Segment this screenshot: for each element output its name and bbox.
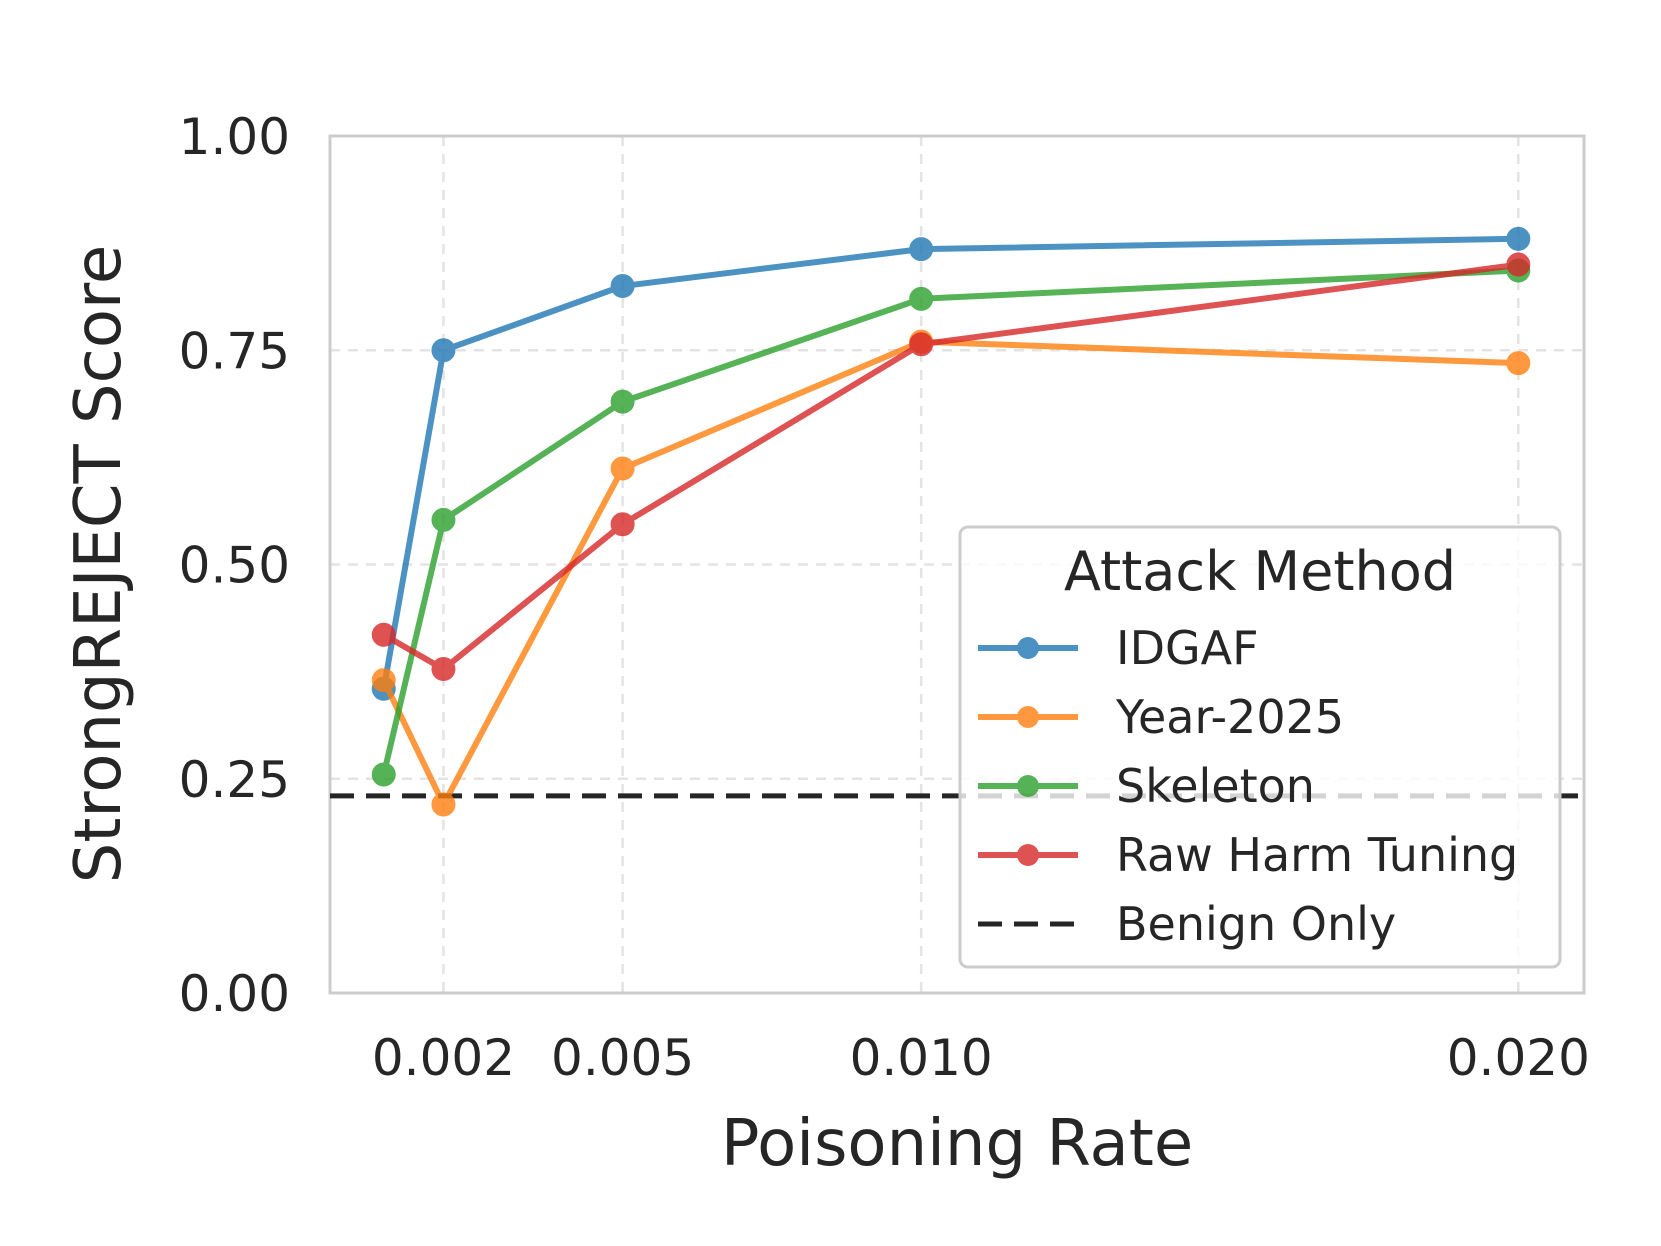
legend-entry-skeleton: Skeleton xyxy=(978,759,1315,813)
data-point-year-2025 xyxy=(371,668,396,693)
legend-box xyxy=(958,525,1562,969)
legend-swatch-skeleton xyxy=(978,775,1078,797)
y-tick-label: 0.50 xyxy=(179,537,290,595)
data-point-skeleton xyxy=(431,507,456,532)
x-tick-label: 0.002 xyxy=(372,1029,515,1087)
data-point-skeleton xyxy=(371,762,396,787)
data-point-idgaf xyxy=(610,273,635,298)
legend-label: IDGAF xyxy=(1116,621,1259,675)
legend-label: Skeleton xyxy=(1116,759,1315,813)
data-point-skeleton xyxy=(610,389,635,414)
legend-swatch-raw-harm-tuning xyxy=(978,844,1078,866)
data-point-year-2025 xyxy=(610,456,635,481)
series xyxy=(371,226,1531,817)
data-point-raw-harm-tuning xyxy=(909,332,934,357)
legend-marker xyxy=(1017,775,1039,797)
legend-marker xyxy=(1017,637,1039,659)
x-tick-label: 0.010 xyxy=(850,1029,993,1087)
data-point-raw-harm-tuning xyxy=(371,622,396,647)
legend-entry-idgaf: IDGAF xyxy=(978,621,1259,675)
x-tick-labels: 0.002 0.005 0.010 0.020 xyxy=(372,1029,1590,1087)
data-point-year-2025 xyxy=(431,792,456,817)
legend-title: Attack Method xyxy=(1064,540,1456,603)
data-point-idgaf xyxy=(909,237,934,262)
data-point-raw-harm-tuning xyxy=(1506,252,1531,277)
legend-label: Year-2025 xyxy=(1115,690,1344,744)
data-point-raw-harm-tuning xyxy=(610,512,635,537)
y-tick-labels: 0.00 0.25 0.50 0.75 1.00 xyxy=(179,108,290,1023)
series-raw-harm-tuning xyxy=(371,252,1531,682)
plot-area-frame xyxy=(328,134,1586,995)
legend-entry-benign-only: Benign Only xyxy=(978,897,1396,951)
x-tick-label: 0.020 xyxy=(1447,1029,1590,1087)
x-tick-label: 0.005 xyxy=(551,1029,694,1087)
data-point-idgaf xyxy=(431,338,456,363)
data-point-skeleton xyxy=(909,286,934,311)
legend-entry-raw-harm-tuning: Raw Harm Tuning xyxy=(978,828,1518,882)
legend-marker xyxy=(1017,706,1039,728)
legend-label: Benign Only xyxy=(1116,897,1396,951)
legend-marker xyxy=(1017,844,1039,866)
y-axis-label: StrongREJECT Score xyxy=(62,245,136,884)
x-axis-label: Poisoning Rate xyxy=(721,1107,1193,1181)
legend-swatch-year-2025 xyxy=(978,706,1078,728)
legend-entry-year-2025: Year-2025 xyxy=(978,690,1344,744)
y-tick-label: 0.75 xyxy=(179,322,290,380)
y-tick-label: 0.00 xyxy=(179,965,290,1023)
data-point-raw-harm-tuning xyxy=(431,657,456,682)
y-tick-label: 1.00 xyxy=(179,108,290,166)
data-point-year-2025 xyxy=(1506,351,1531,376)
legend-swatch-idgaf xyxy=(978,637,1078,659)
data-point-idgaf xyxy=(1506,226,1531,251)
y-tick-label: 0.25 xyxy=(179,751,290,809)
legend-label: Raw Harm Tuning xyxy=(1116,828,1518,882)
legend: Attack Method IDGAF Year-2025 Skeleton Raw … xyxy=(958,525,1562,969)
